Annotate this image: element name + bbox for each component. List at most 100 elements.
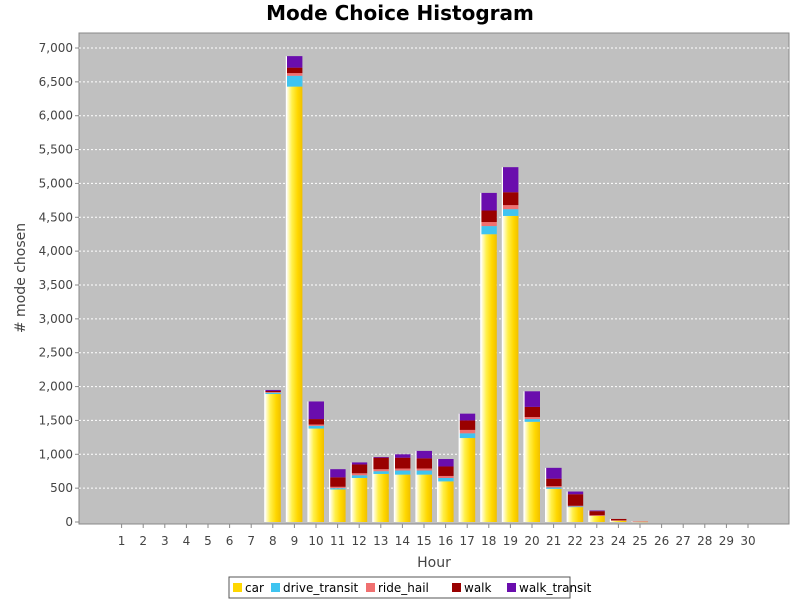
legend-swatch-walk_transit (507, 583, 516, 592)
bar-car-hour-12 (351, 477, 368, 522)
x-tick-label: 13 (373, 534, 388, 548)
bar-walk_transit-hour-10 (308, 401, 324, 420)
x-tick-label: 22 (568, 534, 583, 548)
legend-label-ride_hail: ride_hail (378, 581, 429, 595)
chart-title: Mode Choice Histogram (266, 1, 534, 25)
bar-walk_transit-hour-16 (437, 459, 454, 467)
bar-car-hour-9 (286, 86, 303, 523)
x-tick-label: 25 (632, 534, 647, 548)
x-tick-label: 29 (719, 534, 734, 548)
bar-car-hour-24 (610, 520, 627, 522)
bar-walk_transit-hour-18 (480, 192, 497, 211)
x-tick-label: 26 (654, 534, 669, 548)
bar-drive_transit-hour-18 (480, 226, 497, 235)
bars-group (264, 56, 648, 523)
y-axis-ticks: 0 500 1,000 1,500 2,000 2,500 3,000 3,500 4,000 4… (39, 41, 79, 529)
y-tick-label: 5,500 (39, 143, 73, 157)
plot-area (78, 32, 790, 525)
y-tick-label: 0 (65, 515, 73, 529)
bar-walk-hour-21 (545, 478, 562, 487)
legend-label-drive_transit: drive_transit (283, 581, 359, 595)
bar-walk_transit-hour-11 (329, 469, 346, 478)
bar-car-hour-15 (416, 474, 432, 522)
x-tick-label: 20 (524, 534, 539, 548)
x-tick-label: 15 (416, 534, 431, 548)
bar-ride_hail-hour-25 (632, 521, 648, 522)
bar-walk-hour-12 (351, 464, 368, 474)
y-axis-label: # mode chosen (13, 223, 29, 333)
x-tick-label: 9 (291, 534, 299, 548)
bar-ride_hail-hour-12 (351, 473, 368, 476)
bar-walk-hour-13 (372, 457, 389, 470)
legend: car drive_transit ride_hail walk walk_transi… (228, 576, 592, 599)
bar-walk-hour-9 (286, 67, 303, 74)
bar-drive_transit-hour-8 (264, 392, 281, 395)
bar-walk-hour-20 (524, 406, 540, 418)
bar-car-hour-23 (588, 515, 605, 522)
x-tick-label: 8 (269, 534, 277, 548)
bar-walk-hour-14 (394, 457, 411, 469)
x-tick-label: 1 (118, 534, 126, 548)
bar-walk_transit-hour-12 (351, 462, 368, 465)
y-tick-label: 6,000 (39, 109, 73, 123)
bar-drive_transit-hour-9 (286, 75, 303, 87)
x-tick-label: 27 (676, 534, 691, 548)
bar-walk-hour-22 (567, 494, 584, 506)
bar-ride_hail-hour-8 (264, 391, 281, 393)
bar-walk_transit-hour-17 (459, 413, 476, 421)
bar-ride_hail-hour-16 (437, 475, 454, 478)
bar-walk_transit-hour-21 (545, 467, 562, 479)
y-tick-label: 3,500 (39, 278, 73, 292)
bar-drive_transit-hour-16 (437, 477, 454, 482)
bar-ride_hail-hour-19 (502, 205, 519, 210)
bar-drive_transit-hour-12 (351, 475, 368, 478)
legend-swatch-car (233, 583, 242, 592)
x-tick-label: 24 (611, 534, 626, 548)
bar-drive_transit-hour-22 (567, 506, 584, 508)
bar-walk-hour-8 (264, 390, 281, 392)
y-tick-label: 1,000 (39, 447, 73, 461)
x-tick-label: 3 (161, 534, 169, 548)
bar-walk-hour-18 (480, 210, 497, 223)
x-tick-label: 23 (589, 534, 604, 548)
y-tick-label: 7,000 (39, 41, 73, 55)
bar-car-hour-14 (394, 474, 411, 522)
x-tick-label: 17 (460, 534, 475, 548)
bar-drive_transit-hour-17 (459, 433, 476, 439)
legend-box (228, 576, 571, 599)
y-tick-label: 3,000 (39, 312, 73, 326)
bar-car-hour-11 (329, 489, 346, 522)
legend-label-car: car (245, 581, 264, 595)
x-tick-label: 10 (308, 534, 323, 548)
bar-drive_transit-hour-21 (545, 487, 562, 489)
x-tick-label: 28 (697, 534, 712, 548)
bar-walk-hour-11 (329, 477, 346, 487)
bar-walk_transit-hour-8 (264, 389, 281, 391)
bar-drive_transit-hour-13 (372, 471, 389, 474)
bar-ride_hail-hour-22 (567, 505, 584, 507)
bar-walk_transit-hour-9 (286, 56, 303, 68)
bar-walk_transit-hour-14 (394, 454, 411, 458)
bar-car-hour-10 (308, 428, 324, 522)
bar-ride_hail-hour-18 (480, 222, 497, 227)
bar-walk_transit-hour-20 (524, 391, 540, 407)
bar-drive_transit-hour-10 (308, 425, 324, 429)
bar-walk-hour-10 (308, 419, 324, 425)
bar-walk_transit-hour-15 (416, 450, 432, 459)
bar-car-hour-18 (480, 234, 497, 522)
bar-ride_hail-hour-21 (545, 486, 562, 488)
x-tick-label: 19 (503, 534, 518, 548)
bar-car-hour-25 (632, 521, 648, 523)
bar-ride_hail-hour-20 (524, 417, 540, 420)
bar-walk_transit-hour-22 (567, 491, 584, 495)
bar-ride_hail-hour-23 (588, 515, 605, 516)
y-tick-label: 2,500 (39, 346, 73, 360)
x-tick-label: 18 (481, 534, 496, 548)
bar-car-hour-13 (372, 473, 389, 522)
x-tick-label: 12 (352, 534, 367, 548)
bar-ride_hail-hour-17 (459, 429, 476, 434)
x-tick-label: 4 (183, 534, 191, 548)
y-tick-label: 1,500 (39, 413, 73, 427)
bar-drive_transit-hour-19 (502, 209, 519, 216)
